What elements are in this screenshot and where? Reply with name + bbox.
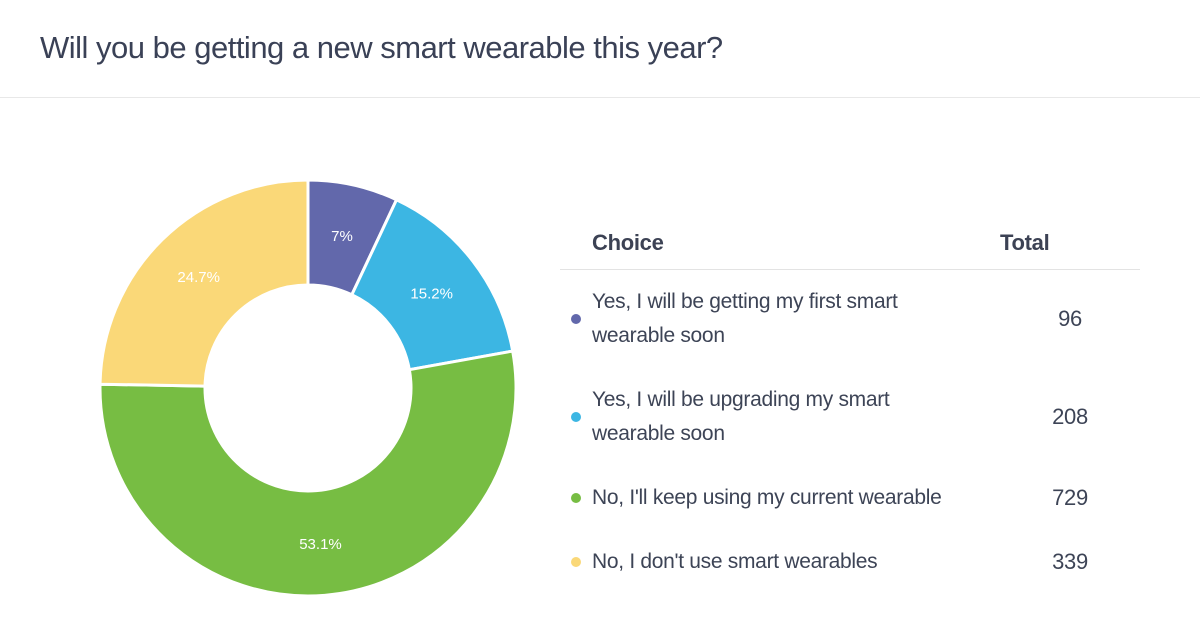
total-value: 339 bbox=[1052, 549, 1088, 574]
header-divider bbox=[0, 97, 1200, 98]
choice-label: No, I'll keep using my current wearable bbox=[592, 486, 942, 509]
table-row: Yes, I will be getting my first smart we… bbox=[560, 270, 1140, 368]
total-column-header: Total bbox=[1000, 230, 1050, 255]
table-row: Yes, I will be upgrading my smart wearab… bbox=[560, 368, 1140, 466]
choice-label: No, I don't use smart wearables bbox=[592, 550, 878, 573]
table-row: No, I don't use smart wearables 339 bbox=[560, 530, 1140, 594]
table-row: No, I'll keep using my current wearable 7… bbox=[560, 466, 1140, 530]
legend-bullet-icon bbox=[571, 314, 581, 324]
results-table: Choice Total Yes, I will be getting my f… bbox=[560, 230, 1140, 594]
results-table-header: Choice Total bbox=[560, 230, 1140, 270]
legend-bullet-icon bbox=[571, 412, 581, 422]
donut-slice bbox=[98, 178, 310, 388]
choice-label: Yes, I will be upgrading my smart wearab… bbox=[592, 388, 890, 445]
donut-chart-svg: 7% 15.2% 53.1% 24.7% bbox=[98, 178, 518, 598]
results-table-body: Yes, I will be getting my first smart we… bbox=[560, 270, 1140, 594]
total-value: 208 bbox=[1052, 404, 1088, 429]
donut-slice bbox=[98, 349, 518, 598]
page-title: Will you be getting a new smart wearable… bbox=[40, 30, 723, 65]
total-value: 96 bbox=[1058, 306, 1082, 331]
donut-chart: 7% 15.2% 53.1% 24.7% bbox=[95, 175, 521, 601]
slice-percent-label: 53.1% bbox=[299, 536, 342, 553]
choice-label: Yes, I will be getting my first smart we… bbox=[592, 290, 898, 347]
page-header: Will you be getting a new smart wearable… bbox=[0, 0, 1200, 69]
slice-percent-label: 7% bbox=[331, 228, 353, 245]
legend-bullet-icon bbox=[571, 493, 581, 503]
slice-percent-label: 15.2% bbox=[410, 285, 453, 302]
slice-percent-label: 24.7% bbox=[177, 269, 220, 286]
total-value: 729 bbox=[1052, 485, 1088, 510]
donut-slice bbox=[350, 198, 515, 372]
legend-bullet-icon bbox=[571, 557, 581, 567]
choice-column-header: Choice bbox=[592, 230, 664, 255]
